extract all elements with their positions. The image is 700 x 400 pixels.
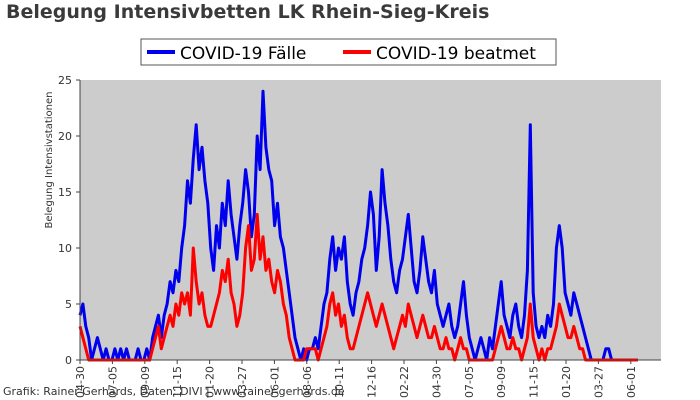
x-tick-label: 06-01 <box>625 366 638 398</box>
credit-line: Grafik: Rainer Gerhards, Daten: DIVI | w… <box>3 385 345 398</box>
y-tick-label: 0 <box>65 354 72 367</box>
x-tick-label: 04-30 <box>74 366 87 398</box>
legend: COVID-19 Fälle COVID-19 beatmet <box>140 38 557 66</box>
x-tick-label: 01-20 <box>204 366 217 398</box>
x-tick-label: 03-27 <box>592 366 605 398</box>
legend-label-beatmet: COVID-19 beatmet <box>376 44 536 64</box>
y-axis: 0 5 10 15 20 25 <box>58 74 80 367</box>
series-line-faelle <box>78 89 638 362</box>
y-tick-label: 10 <box>58 242 72 255</box>
legend-label-faelle: COVID-19 Fälle <box>180 44 306 64</box>
x-axis: 04-30 07-05 09-09 11-15 01-20 03-27 06-01 08-06… <box>74 360 638 398</box>
x-tick-label: 07-05 <box>463 366 476 398</box>
x-tick-label: 06-01 <box>268 366 281 398</box>
plot-background <box>80 80 661 360</box>
x-tick-label: 12-16 <box>366 366 379 398</box>
x-tick-label: 08-06 <box>301 366 314 398</box>
x-tick-label: 07-05 <box>106 366 119 398</box>
y-tick-label: 5 <box>65 298 72 311</box>
chart-title: Belegung Intensivbetten LK Rhein-Sieg-Kr… <box>6 1 490 23</box>
x-tick-label: 11-15 <box>528 366 541 398</box>
x-tick-label: 02-22 <box>398 366 411 398</box>
x-tick-label: 03-27 <box>236 366 249 398</box>
y-tick-label: 25 <box>58 74 72 87</box>
y-tick-label: 15 <box>58 186 72 199</box>
x-tick-label: 09-09 <box>495 366 508 398</box>
x-tick-label: 11-15 <box>171 366 184 398</box>
y-tick-label: 20 <box>58 130 72 143</box>
x-tick-label: 01-20 <box>560 366 573 398</box>
x-tick-label: 10-11 <box>333 366 346 398</box>
x-tick-label: 09-09 <box>139 366 152 398</box>
x-tick-label: 04-30 <box>430 366 443 398</box>
y-axis-label: Belegung Intensivstationen <box>44 91 55 228</box>
